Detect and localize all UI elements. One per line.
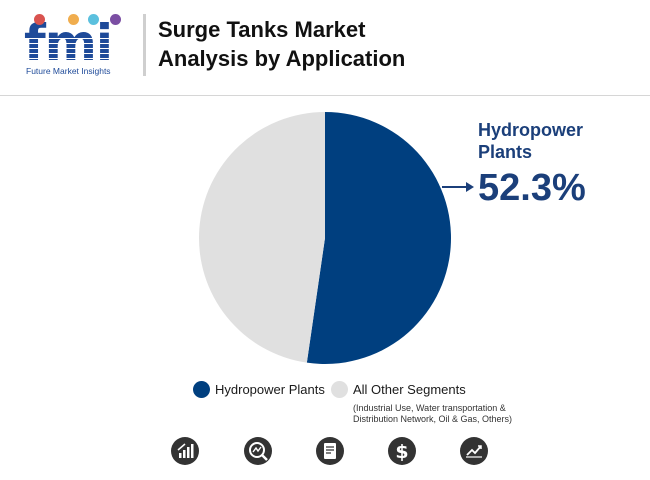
legend-label: All Other Segments <box>353 381 466 397</box>
callout-label-line-2: Plants <box>478 142 533 162</box>
header: fmi Future Market Insights Surge Tanks M… <box>0 0 650 96</box>
legend-label: Hydropower Plants <box>215 381 325 397</box>
growth-chart-icon[interactable] <box>171 437 199 465</box>
page-title: Surge Tanks Market Analysis by Applicati… <box>158 15 405 73</box>
pie-slice-all-other-segments <box>198 112 325 363</box>
logo-dot <box>88 14 99 25</box>
callout-label-line-1: Hydropower <box>478 120 584 140</box>
legend-item-hydropower-plants[interactable]: Hydropower Plants <box>193 380 325 398</box>
callout-value: 52.3% <box>478 167 586 209</box>
title-line-2: Analysis by Application <box>158 46 406 71</box>
logo-dot <box>68 14 79 25</box>
footer-icon-row: $ <box>0 432 650 472</box>
logo-dot <box>110 14 121 25</box>
line-trend-icon[interactable] <box>460 437 488 465</box>
report-document-icon[interactable] <box>316 437 344 465</box>
callout-arrow-head <box>466 182 474 192</box>
pie-chart <box>198 112 474 364</box>
legend-note-line-2: Distribution Network, Oil & Gas, Others) <box>353 414 513 424</box>
logo-dot <box>34 14 45 25</box>
fmi-logo[interactable]: fmi Future Market Insights <box>24 14 136 78</box>
pie-slice-hydropower-plants <box>306 112 451 364</box>
legend: Hydropower Plants All Other Segments (In… <box>193 380 633 430</box>
legend-swatch <box>193 380 210 398</box>
logo-brand-name: Future Market Insights <box>26 66 111 76</box>
header-rule <box>0 95 650 96</box>
legend-note-line-1: (Industrial Use, Water transportation & <box>353 403 506 413</box>
dollar-icon[interactable]: $ <box>388 437 416 465</box>
magnifier-trend-icon[interactable] <box>244 437 272 465</box>
legend-item-all-other-segments[interactable]: All Other Segments <box>331 380 466 398</box>
logo-stripes <box>24 34 128 64</box>
legend-swatch <box>331 380 348 398</box>
header-divider <box>143 14 146 76</box>
svg-text:$: $ <box>395 441 408 463</box>
highlight-callout: Hydropower Plants 52.3% <box>478 119 586 209</box>
legend-note: (Industrial Use, Water transportation & … <box>353 403 512 425</box>
title-line-1: Surge Tanks Market <box>158 17 366 42</box>
